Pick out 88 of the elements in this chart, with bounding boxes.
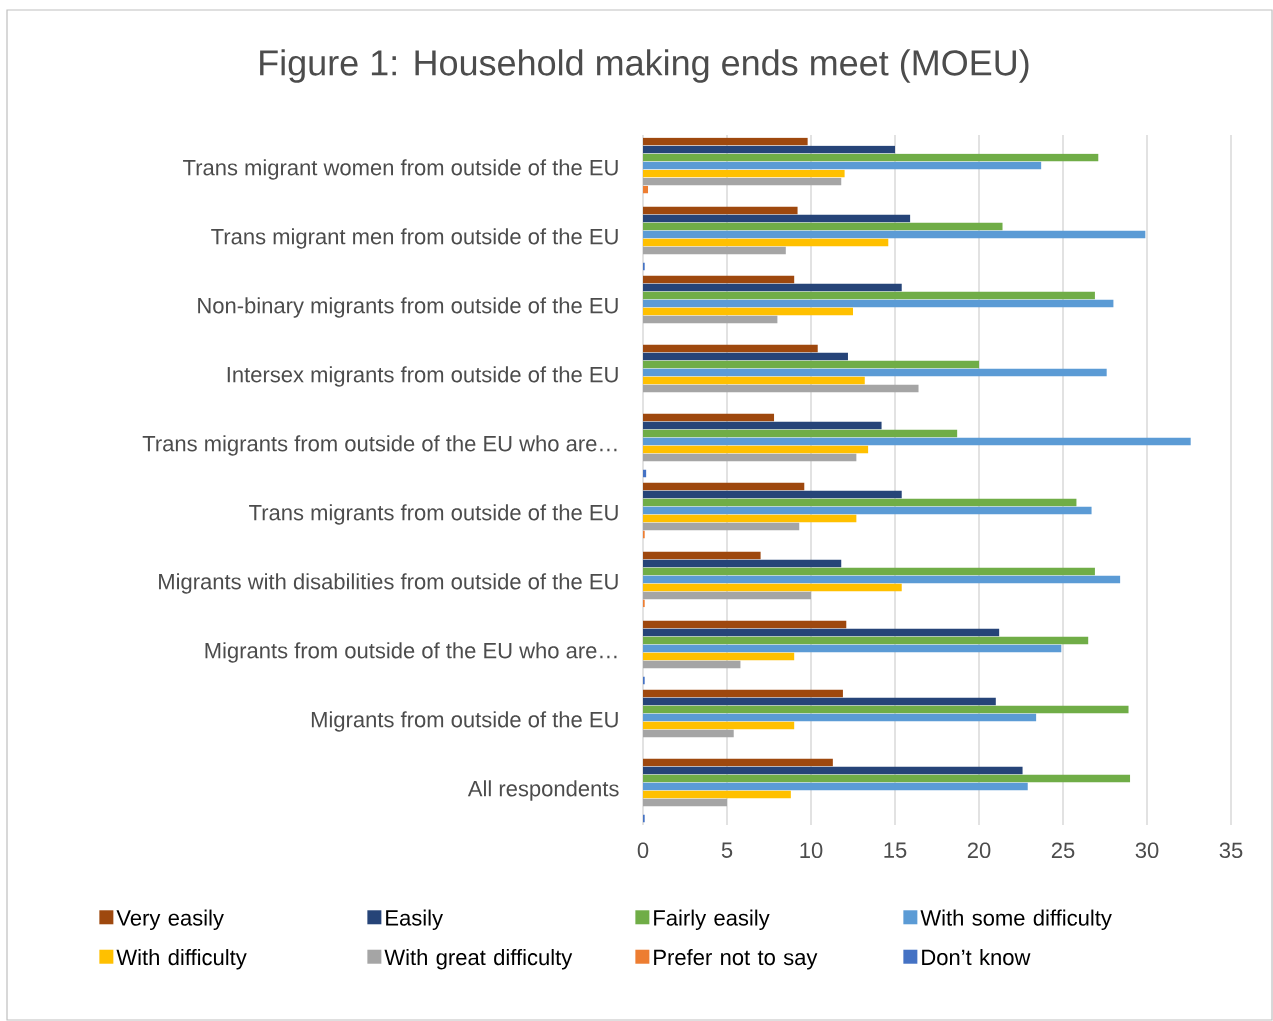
bar (643, 790, 791, 799)
bar (643, 413, 775, 422)
x-tick-label: 25 (1051, 842, 1075, 859)
bar (643, 344, 818, 353)
bar (643, 506, 1092, 515)
bar (643, 161, 1042, 170)
bar (643, 445, 869, 454)
bar (643, 697, 996, 706)
bar (643, 169, 845, 178)
bar (643, 368, 1107, 377)
bar (643, 705, 1129, 714)
y-tick-label: Trans migrants from outside of the EU who are… (142, 435, 617, 456)
bar (643, 774, 1131, 783)
legend-label: Very easily (116, 909, 224, 931)
bar (643, 652, 795, 661)
bar (643, 766, 1023, 775)
y-tick-label: Migrants from outside of the EU who are… (205, 642, 617, 663)
bar (643, 222, 1003, 231)
legend-label: Easily (386, 909, 443, 931)
bar (643, 644, 1062, 653)
bar (643, 384, 919, 393)
bar (643, 490, 902, 499)
legend-label: Prefer not to say (654, 949, 818, 970)
bar (643, 246, 786, 255)
bar (643, 798, 727, 807)
bar (643, 206, 798, 215)
y-tick-label: Non-binary migrants from outside of the EU (198, 297, 618, 318)
y-tick-label: All respondents (467, 780, 619, 801)
y-tick-label: Migrants from outside of the EU (311, 711, 618, 732)
x-tick-label: 30 (1135, 842, 1159, 859)
bar (643, 177, 842, 186)
bar (643, 230, 1146, 239)
bar (643, 498, 1077, 507)
bar (643, 453, 857, 462)
bar (643, 575, 1121, 584)
bar (643, 660, 741, 669)
bar (643, 514, 857, 523)
bar (643, 567, 1095, 576)
legend-label: With great difficulty (384, 949, 573, 970)
legend-label: With some difficulty (920, 909, 1112, 931)
bar (643, 729, 734, 738)
bar (643, 713, 1037, 722)
bar (643, 758, 833, 767)
legend-label: With difficulty (116, 949, 247, 970)
bar (643, 315, 778, 324)
bar (643, 185, 649, 194)
bar (643, 376, 865, 385)
x-tick-label: 15 (884, 842, 907, 858)
bar (643, 522, 800, 531)
bar (643, 421, 882, 430)
x-tick-label: 5 (721, 842, 733, 858)
bar (643, 689, 843, 698)
y-tick-label: Migrants with disabilities from outside of the EU (159, 573, 618, 594)
bar (643, 238, 889, 247)
bar (643, 437, 1191, 446)
bar (643, 137, 808, 146)
bar (643, 636, 1089, 645)
bar (643, 551, 761, 560)
bar (643, 628, 1000, 637)
bar (643, 429, 958, 438)
bar (643, 782, 1028, 791)
bar (643, 145, 895, 154)
bar (643, 482, 805, 491)
y-tick-label: Trans migrants from outside of the EU (249, 504, 618, 525)
legend-label: Don’t know (922, 949, 1031, 966)
bar (643, 299, 1114, 308)
x-tick-label: 10 (800, 842, 823, 859)
bar (643, 283, 902, 292)
bar (643, 307, 853, 316)
legend-label: Fairly easily (654, 909, 770, 931)
x-tick-label: 20 (967, 842, 991, 859)
bar (643, 620, 847, 629)
x-tick-label: 35 (1219, 842, 1243, 859)
chart-title: Figure 1: Household making ends meet (MOEU) (260, 49, 1029, 83)
y-tick-label: Intersex migrants from outside of the EU (227, 366, 618, 387)
bar (643, 291, 1095, 300)
y-tick-label: Trans migrant men from outside of the EU (211, 228, 618, 249)
x-tick-label: 0 (637, 842, 649, 859)
y-tick-label: Trans migrant women from outside of the EU (183, 159, 618, 180)
bar (643, 153, 1099, 162)
bar (643, 559, 842, 568)
bar (643, 352, 848, 361)
bar (643, 360, 980, 369)
bar (643, 214, 911, 223)
bar (643, 583, 902, 592)
bar (643, 591, 811, 600)
bar (643, 275, 795, 284)
bar (643, 721, 795, 730)
